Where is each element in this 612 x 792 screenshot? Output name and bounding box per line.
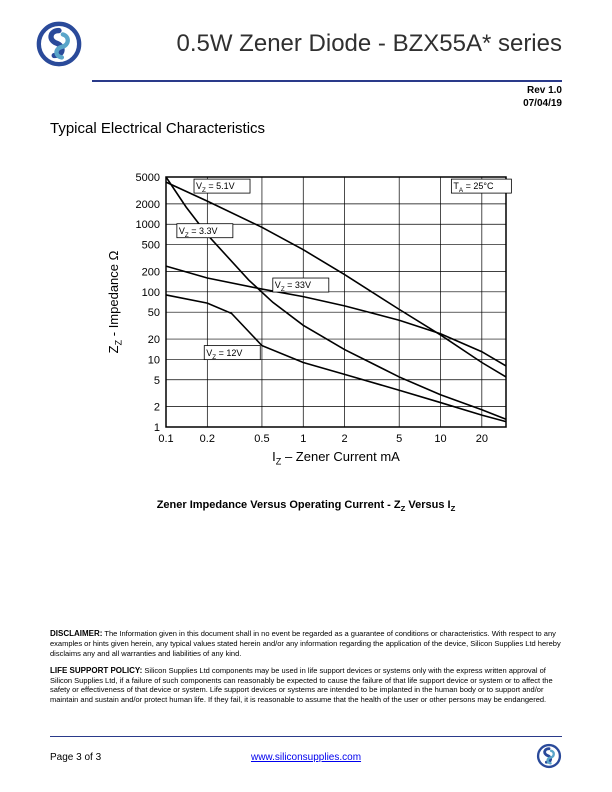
svg-text:200: 200 bbox=[142, 266, 160, 278]
chart-caption: Zener Impedance Versus Operating Current… bbox=[96, 499, 516, 513]
page-header: 0.5W Zener Diode - BZX55A* series bbox=[0, 0, 612, 76]
disclaimer-text: The Information given in this document s… bbox=[50, 629, 561, 657]
svg-text:5: 5 bbox=[396, 433, 402, 445]
svg-text:5000: 5000 bbox=[136, 172, 160, 184]
website-link[interactable]: www.siliconsupplies.com bbox=[221, 752, 392, 763]
svg-text:2: 2 bbox=[342, 433, 348, 445]
svg-text:1: 1 bbox=[300, 433, 306, 445]
footer-rule bbox=[50, 736, 562, 737]
svg-text:2000: 2000 bbox=[136, 199, 160, 211]
svg-text:0.2: 0.2 bbox=[200, 433, 215, 445]
svg-text:50: 50 bbox=[148, 307, 160, 319]
svg-text:0.1: 0.1 bbox=[158, 433, 173, 445]
impedance-chart: 0.1 0.2 0.5 1 2 5 10 20 1 2 5 10 20 50 100 200 500 1000 20… bbox=[96, 167, 516, 513]
revision-block: Rev 1.0 07/04/19 bbox=[0, 84, 612, 110]
svg-text:1: 1 bbox=[154, 422, 160, 434]
svg-text:5: 5 bbox=[154, 375, 160, 387]
svg-text:0.5: 0.5 bbox=[254, 433, 269, 445]
svg-text:1000: 1000 bbox=[136, 219, 160, 231]
footer-logo-icon bbox=[391, 743, 562, 772]
chart-svg: 0.1 0.2 0.5 1 2 5 10 20 1 2 5 10 20 50 100 200 500 1000 20… bbox=[96, 167, 516, 482]
svg-text:20: 20 bbox=[476, 433, 488, 445]
svg-text:100: 100 bbox=[142, 287, 160, 299]
document-title: 0.5W Zener Diode - BZX55A* series bbox=[83, 30, 562, 58]
revision-number: Rev 1.0 bbox=[0, 84, 562, 97]
company-logo-icon bbox=[35, 20, 83, 68]
svg-text:10: 10 bbox=[434, 433, 446, 445]
svg-text:2: 2 bbox=[154, 402, 160, 414]
section-heading: Typical Electrical Characteristics bbox=[0, 110, 612, 137]
life-support-lead: LIFE SUPPORT POLICY: bbox=[50, 666, 142, 675]
life-support-paragraph: LIFE SUPPORT POLICY: Silicon Supplies Lt… bbox=[50, 666, 562, 704]
page-number: Page 3 of 3 bbox=[50, 752, 221, 763]
page-footer: Page 3 of 3 www.siliconsupplies.com bbox=[50, 736, 562, 772]
revision-date: 07/04/19 bbox=[0, 97, 562, 110]
disclaimer-block: DISCLAIMER: The Information given in thi… bbox=[50, 629, 562, 712]
disclaimer-lead: DISCLAIMER: bbox=[50, 629, 102, 638]
svg-text:500: 500 bbox=[142, 240, 160, 252]
svg-text:20: 20 bbox=[148, 334, 160, 346]
header-rule bbox=[92, 80, 562, 82]
svg-text:10: 10 bbox=[148, 354, 160, 366]
disclaimer-paragraph: DISCLAIMER: The Information given in thi… bbox=[50, 629, 562, 658]
